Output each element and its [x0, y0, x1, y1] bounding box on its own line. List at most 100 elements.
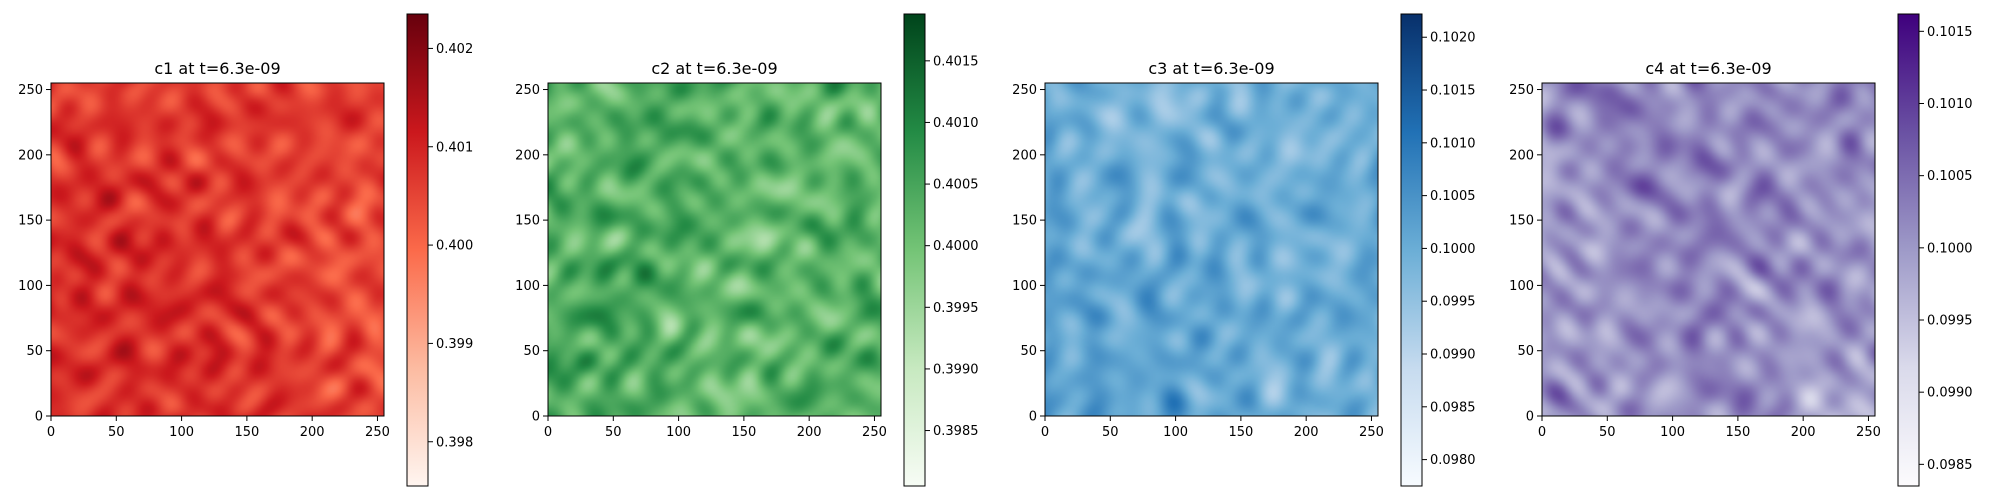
- plot-frame: [547, 82, 882, 417]
- colorbar-tick-label: 0.1000: [1430, 242, 1476, 257]
- y-tick-label: 100: [1509, 279, 1534, 294]
- plot-frame: [1541, 82, 1876, 417]
- colorbar-tick-label: 0.1020: [1430, 31, 1476, 46]
- colorbar-tick-label: 0.0985: [1430, 400, 1476, 415]
- y-tick-label: 0: [532, 410, 540, 425]
- colorbar-tick-label: 0.1005: [1927, 169, 1973, 184]
- colorbar: [1898, 14, 1919, 486]
- x-tick-label: 150: [731, 425, 756, 440]
- panel-c1: c1 at t=6.3e-09 0 50 100 150 200 250 0 50 100 150 2…: [18, 13, 473, 487]
- y-tick-label: 200: [1012, 148, 1037, 163]
- x-tick-label: 150: [234, 425, 259, 440]
- heatmap-image: [51, 83, 384, 416]
- colorbar-tick-label: 0.400: [436, 239, 473, 254]
- colorbar-tick-label: 0.401: [436, 140, 473, 155]
- colorbar-tick-label: 0.4000: [933, 239, 979, 254]
- colorbar-tick-label: 0.3985: [933, 424, 979, 439]
- colorbar-tick-label: 0.4005: [933, 178, 979, 193]
- x-tick-label: 50: [1599, 425, 1616, 440]
- panel-c4: c4 at t=6.3e-09 0 50 100 150 200 250 0 50 100 150 2…: [1509, 13, 1973, 487]
- y-tick-label: 0: [35, 410, 43, 425]
- colorbar-tick-label: 0.3995: [933, 301, 979, 316]
- colorbar-tick-label: 0.0980: [1430, 453, 1476, 468]
- colorbar: [904, 14, 925, 486]
- colorbar-tick-label: 0.0995: [1430, 295, 1476, 310]
- panel-title: c4 at t=6.3e-09: [1645, 59, 1771, 78]
- y-tick-label: 0: [1526, 410, 1534, 425]
- y-tick-label: 100: [18, 279, 43, 294]
- x-tick-label: 150: [1228, 425, 1253, 440]
- y-tick-label: 200: [1509, 148, 1534, 163]
- y-tick-label: 250: [515, 83, 540, 98]
- y-tick-label: 50: [523, 344, 540, 359]
- x-tick-label: 100: [666, 425, 691, 440]
- x-tick-label: 250: [1359, 425, 1384, 440]
- x-tick-label: 200: [300, 425, 325, 440]
- colorbar-tick-label: 0.0990: [1430, 348, 1476, 363]
- x-tick-label: 250: [365, 425, 390, 440]
- heatmap-image: [548, 83, 881, 416]
- x-tick-label: 250: [862, 425, 887, 440]
- x-tick-label: 100: [1163, 425, 1188, 440]
- y-tick-label: 150: [515, 214, 540, 229]
- colorbar-tick-label: 0.1015: [1430, 84, 1476, 99]
- colorbar-tick-label: 0.1010: [1430, 136, 1476, 151]
- panel-title: c2 at t=6.3e-09: [651, 59, 777, 78]
- y-tick-label: 150: [1509, 214, 1534, 229]
- colorbar-tick-label: 0.402: [436, 42, 473, 57]
- colorbar-tick-label: 0.0995: [1927, 314, 1973, 329]
- colorbar-tick-label: 0.1005: [1430, 189, 1476, 204]
- x-tick-label: 150: [1725, 425, 1750, 440]
- y-tick-label: 100: [1012, 279, 1037, 294]
- colorbar-tick-label: 0.398: [436, 435, 473, 450]
- x-tick-label: 200: [1294, 425, 1319, 440]
- heatmap-image: [1045, 83, 1378, 416]
- y-tick-label: 50: [26, 344, 43, 359]
- panels: c1 at t=6.3e-09 0 50 100 150 200 250 0 50 100 150 2…: [18, 13, 1973, 487]
- panel-title: c1 at t=6.3e-09: [154, 59, 280, 78]
- panel-c2: c2 at t=6.3e-09 0 50 100 150 200 250 0 50 100 150 2…: [515, 13, 979, 487]
- plot-frame: [1044, 82, 1379, 417]
- colorbar-tick-label: 0.1015: [1927, 25, 1973, 40]
- y-tick-label: 0: [1029, 410, 1037, 425]
- x-tick-label: 0: [1538, 425, 1546, 440]
- y-tick-label: 100: [515, 279, 540, 294]
- x-tick-label: 50: [108, 425, 125, 440]
- colorbar-frame: [903, 13, 926, 487]
- colorbar-tick-label: 0.399: [436, 337, 473, 352]
- panel-title: c3 at t=6.3e-09: [1148, 59, 1274, 78]
- colorbar-tick-label: 0.1010: [1927, 97, 1973, 112]
- colorbar: [407, 14, 428, 486]
- y-tick-label: 200: [18, 148, 43, 163]
- colorbar-tick-label: 0.0990: [1927, 386, 1973, 401]
- x-tick-label: 50: [605, 425, 622, 440]
- y-tick-label: 150: [1012, 214, 1037, 229]
- heatmap-image: [1542, 83, 1875, 416]
- x-tick-label: 200: [1791, 425, 1816, 440]
- colorbar-tick-label: 0.4010: [933, 116, 979, 131]
- x-tick-label: 200: [797, 425, 822, 440]
- x-tick-label: 0: [47, 425, 55, 440]
- colorbar-tick-label: 0.0985: [1927, 458, 1973, 473]
- x-tick-label: 250: [1856, 425, 1881, 440]
- panel-c3: c3 at t=6.3e-09 0 50 100 150 200 250 0 50 100 150 2…: [1012, 13, 1476, 487]
- y-tick-label: 50: [1020, 344, 1037, 359]
- colorbar-tick-label: 0.1000: [1927, 241, 1973, 256]
- y-tick-label: 250: [1509, 83, 1534, 98]
- colorbar-frame: [1400, 13, 1423, 487]
- x-tick-label: 100: [1660, 425, 1685, 440]
- x-tick-label: 0: [1041, 425, 1049, 440]
- y-tick-label: 250: [18, 83, 43, 98]
- y-tick-label: 200: [515, 148, 540, 163]
- y-tick-label: 250: [1012, 83, 1037, 98]
- y-tick-label: 150: [18, 214, 43, 229]
- colorbar: [1401, 14, 1422, 486]
- colorbar-frame: [1897, 13, 1920, 487]
- colorbar-tick-label: 0.4015: [933, 54, 979, 69]
- colorbar-frame: [406, 13, 429, 487]
- y-tick-label: 50: [1517, 344, 1534, 359]
- colorbar-tick-label: 0.3990: [933, 362, 979, 377]
- x-tick-label: 100: [169, 425, 194, 440]
- plot-frame: [50, 82, 385, 417]
